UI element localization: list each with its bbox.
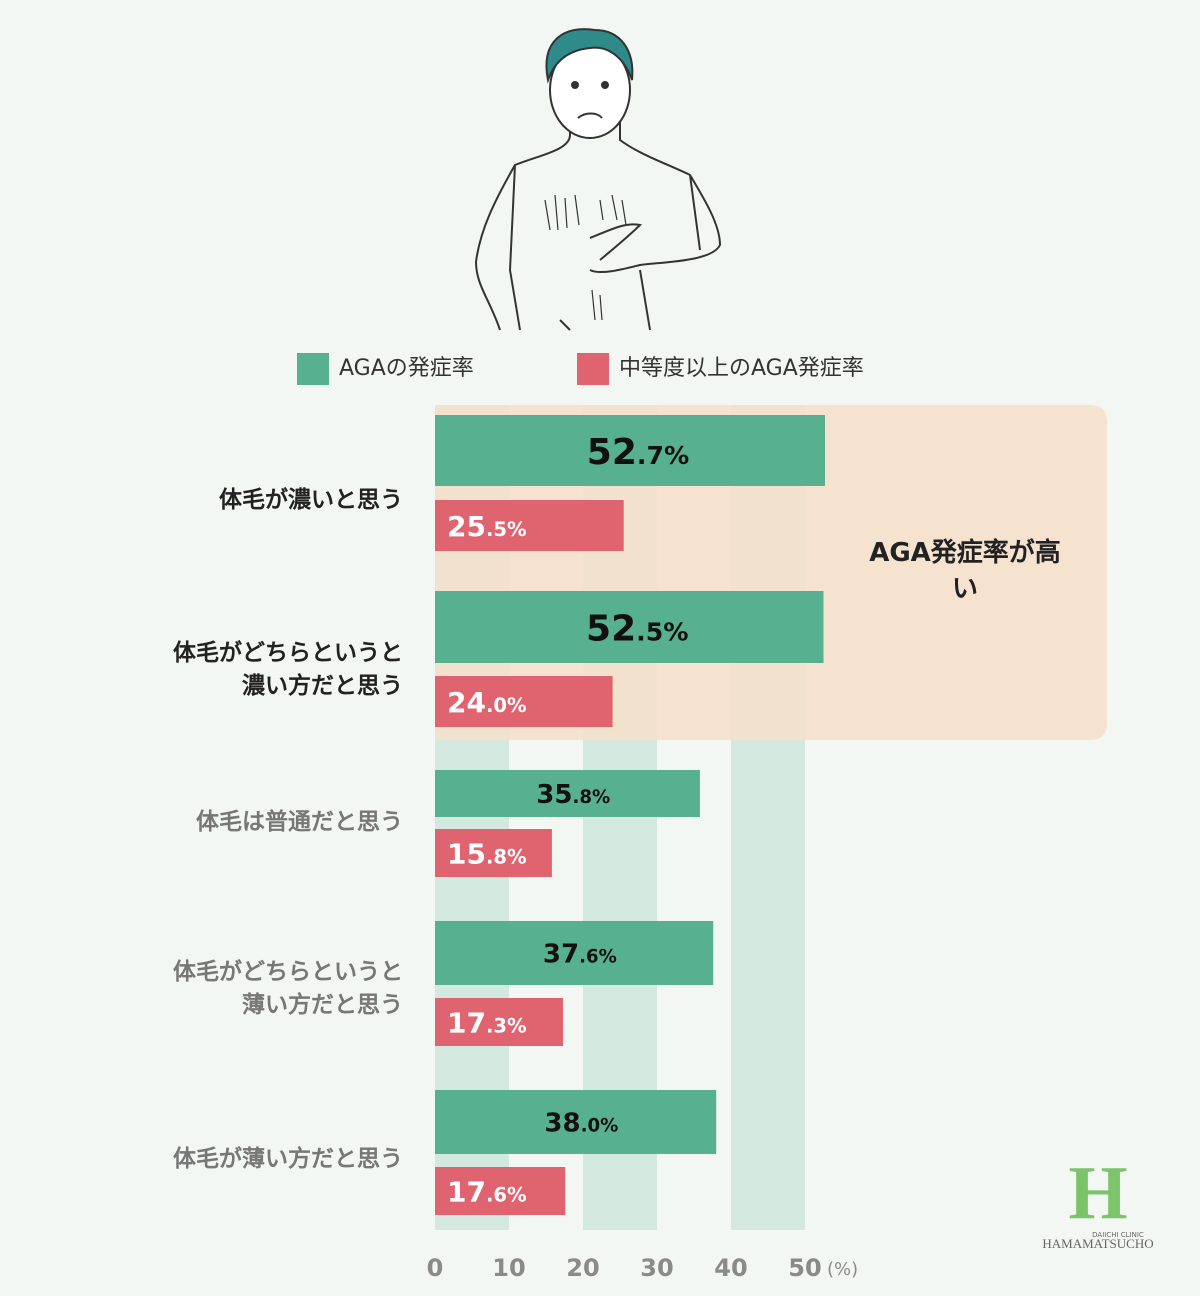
value-label: 37.6% bbox=[543, 940, 617, 970]
x-tick-label: 0 bbox=[427, 1254, 444, 1282]
category-label: 体毛がどちらというと濃い方だと思う bbox=[173, 640, 403, 699]
logo-clinic: DAIICHI CLINIC bbox=[1092, 1231, 1144, 1239]
category-label: 体毛が濃いと思う bbox=[219, 487, 403, 513]
x-tick-label: 30 bbox=[640, 1254, 673, 1282]
bar bbox=[435, 500, 624, 551]
value-label: 38.0% bbox=[544, 1109, 618, 1139]
category-label: 体毛は普通だと思う bbox=[196, 809, 403, 835]
logo-mark: H bbox=[1068, 1151, 1127, 1235]
bar bbox=[435, 998, 564, 1046]
x-tick-label: 40 bbox=[714, 1254, 747, 1282]
bar bbox=[435, 591, 824, 663]
illustration bbox=[474, 28, 722, 331]
value-label: 17.6% bbox=[447, 1175, 527, 1208]
value-label: 52.5% bbox=[586, 608, 688, 649]
x-tick-label: 50 bbox=[788, 1254, 821, 1282]
value-label: 35.8% bbox=[536, 780, 610, 810]
legend-item: AGAの発症率 bbox=[297, 353, 474, 385]
x-unit: (%) bbox=[827, 1259, 858, 1280]
bar bbox=[435, 415, 825, 486]
legend-label: 中等度以上のAGA発症率 bbox=[619, 356, 864, 381]
logo-name: HAMAMATSUCHO bbox=[1042, 1236, 1153, 1251]
bar bbox=[435, 829, 552, 877]
value-label: 25.5% bbox=[447, 510, 527, 543]
value-label: 24.0% bbox=[447, 686, 527, 719]
bar bbox=[435, 1090, 717, 1154]
value-label: 52.7% bbox=[587, 432, 689, 473]
legend-swatch bbox=[577, 353, 609, 385]
category-label: 体毛が薄い方だと思う bbox=[173, 1146, 403, 1172]
bar bbox=[435, 770, 700, 817]
legend-item: 中等度以上のAGA発症率 bbox=[577, 353, 864, 385]
category-label: 体毛がどちらというと薄い方だと思う bbox=[173, 959, 403, 1018]
bar bbox=[435, 921, 714, 985]
x-tick-label: 10 bbox=[492, 1254, 525, 1282]
legend-swatch bbox=[297, 353, 329, 385]
bar bbox=[435, 676, 613, 727]
x-tick-label: 20 bbox=[566, 1254, 599, 1282]
annotation: AGA発症率が高い bbox=[869, 538, 1061, 604]
bar bbox=[435, 1167, 566, 1215]
value-label: 15.8% bbox=[447, 837, 527, 870]
legend-label: AGAの発症率 bbox=[339, 356, 474, 381]
value-label: 17.3% bbox=[447, 1006, 527, 1039]
